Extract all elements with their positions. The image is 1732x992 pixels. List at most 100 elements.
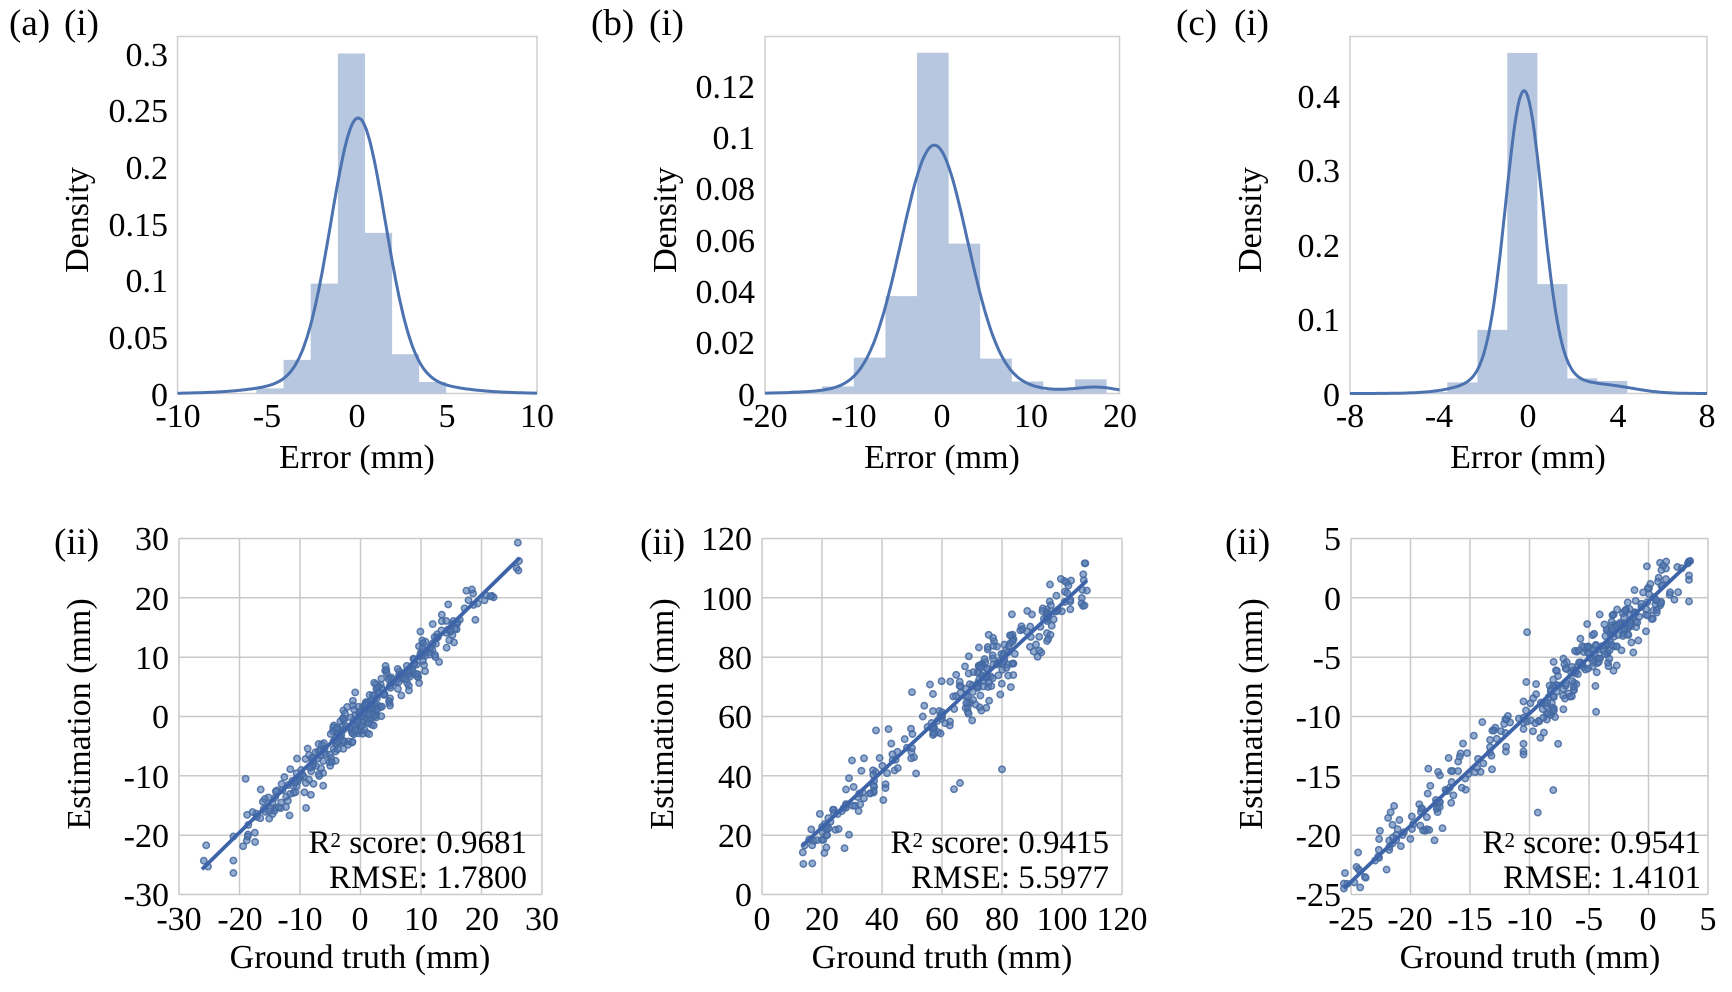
svg-text:-20: -20: [1387, 901, 1432, 938]
svg-text:0.05: 0.05: [109, 320, 169, 357]
svg-text:0.1: 0.1: [126, 263, 169, 300]
svg-text:-5: -5: [1313, 640, 1341, 677]
svg-text:-10: -10: [277, 901, 322, 938]
svg-text:0: 0: [1520, 398, 1537, 435]
svg-text:-15: -15: [1447, 901, 1492, 938]
svg-text:20: 20: [1103, 398, 1137, 435]
svg-text:20: 20: [718, 818, 752, 855]
svg-text:0.2: 0.2: [1298, 228, 1341, 265]
svg-text:20: 20: [805, 901, 839, 938]
svg-text:-15: -15: [1296, 759, 1341, 796]
svg-text:(i): (i): [649, 3, 684, 44]
svg-text:5: 5: [439, 398, 456, 435]
svg-text:-20: -20: [1296, 818, 1341, 855]
svg-text:20: 20: [135, 581, 169, 618]
svg-text:0: 0: [349, 398, 366, 435]
svg-text:(ii): (ii): [54, 522, 99, 563]
svg-text:Error (mm): Error (mm): [279, 439, 435, 476]
svg-text:0.4: 0.4: [1298, 79, 1341, 116]
svg-text:-10: -10: [155, 398, 200, 435]
svg-text:30: 30: [525, 901, 559, 938]
svg-text:0.1: 0.1: [1298, 302, 1341, 339]
svg-text:RMSE: 5.5977: RMSE: 5.5977: [911, 860, 1109, 896]
svg-text:5: 5: [1324, 521, 1341, 558]
svg-text:4: 4: [1610, 398, 1627, 435]
svg-text:-4: -4: [1425, 398, 1453, 435]
svg-text:-5: -5: [1575, 901, 1603, 938]
svg-text:0: 0: [152, 699, 169, 736]
svg-text:8: 8: [1699, 398, 1716, 435]
svg-text:(b): (b): [591, 3, 634, 44]
svg-text:20: 20: [465, 901, 499, 938]
svg-text:0: 0: [352, 901, 369, 938]
svg-text:120: 120: [701, 521, 752, 558]
svg-text:RMSE: 1.4101: RMSE: 1.4101: [1503, 860, 1701, 896]
svg-text:(ii): (ii): [640, 522, 685, 563]
svg-text:Error (mm): Error (mm): [864, 439, 1020, 476]
svg-text:0: 0: [735, 877, 752, 914]
svg-text:-8: -8: [1336, 398, 1364, 435]
svg-text:100: 100: [1037, 901, 1088, 938]
svg-text:Density: Density: [647, 167, 684, 273]
svg-text:Estimation (mm): Estimation (mm): [61, 598, 98, 829]
svg-text:10: 10: [1014, 398, 1048, 435]
svg-text:0.04: 0.04: [696, 274, 756, 311]
svg-text:Error (mm): Error (mm): [1450, 439, 1606, 476]
svg-text:0: 0: [934, 398, 951, 435]
svg-text:80: 80: [985, 901, 1019, 938]
svg-text:0.08: 0.08: [696, 171, 756, 208]
svg-text:0.06: 0.06: [696, 223, 756, 260]
svg-text:Ground truth (mm): Ground truth (mm): [230, 939, 491, 976]
svg-text:(i): (i): [1234, 3, 1269, 44]
svg-text:RMSE: 1.7800: RMSE: 1.7800: [329, 860, 527, 896]
svg-text:-20: -20: [217, 901, 262, 938]
svg-text:Estimation (mm): Estimation (mm): [644, 598, 681, 829]
svg-text:60: 60: [718, 699, 752, 736]
svg-text:30: 30: [135, 521, 169, 558]
svg-text:40: 40: [865, 901, 899, 938]
svg-text:-20: -20: [742, 398, 787, 435]
svg-text:80: 80: [718, 640, 752, 677]
svg-text:0.3: 0.3: [1298, 153, 1341, 190]
svg-text:-10: -10: [124, 759, 169, 796]
svg-text:Density: Density: [1232, 167, 1269, 273]
svg-text:R2 score: 0.9415: R2 score: 0.9415: [890, 825, 1109, 861]
svg-text:0.3: 0.3: [126, 37, 169, 74]
svg-text:40: 40: [718, 759, 752, 796]
svg-text:(a): (a): [9, 3, 50, 44]
svg-text:-10: -10: [831, 398, 876, 435]
svg-text:0.15: 0.15: [109, 207, 169, 244]
svg-text:R2 score: 0.9541: R2 score: 0.9541: [1482, 825, 1701, 861]
svg-text:100: 100: [701, 581, 752, 618]
svg-text:10: 10: [404, 901, 438, 938]
svg-text:Estimation (mm): Estimation (mm): [1233, 598, 1270, 829]
svg-text:(ii): (ii): [1225, 522, 1270, 563]
svg-text:-10: -10: [1296, 699, 1341, 736]
svg-text:0.1: 0.1: [713, 120, 756, 157]
svg-text:-30: -30: [156, 901, 201, 938]
svg-text:10: 10: [135, 640, 169, 677]
svg-text:0.25: 0.25: [109, 93, 169, 130]
svg-text:-25: -25: [1328, 901, 1373, 938]
svg-text:-30: -30: [124, 877, 169, 914]
svg-text:R2 score: 0.9681: R2 score: 0.9681: [308, 825, 527, 861]
svg-text:-25: -25: [1296, 877, 1341, 914]
svg-text:10: 10: [520, 398, 554, 435]
svg-text:-10: -10: [1507, 901, 1552, 938]
svg-text:(i): (i): [64, 3, 99, 44]
svg-text:120: 120: [1097, 901, 1148, 938]
svg-text:0: 0: [151, 377, 168, 414]
svg-text:0.02: 0.02: [696, 325, 756, 362]
svg-text:0: 0: [1324, 581, 1341, 618]
svg-text:Density: Density: [59, 167, 96, 273]
svg-text:Ground truth (mm): Ground truth (mm): [1400, 939, 1661, 976]
svg-text:0: 0: [738, 377, 755, 414]
svg-text:-5: -5: [253, 398, 281, 435]
svg-text:0.12: 0.12: [696, 69, 756, 106]
svg-text:(c): (c): [1176, 3, 1217, 44]
svg-text:5: 5: [1700, 901, 1717, 938]
svg-text:0: 0: [1323, 377, 1340, 414]
svg-text:0: 0: [754, 901, 771, 938]
svg-text:0: 0: [1640, 901, 1657, 938]
svg-text:0.2: 0.2: [126, 150, 169, 187]
